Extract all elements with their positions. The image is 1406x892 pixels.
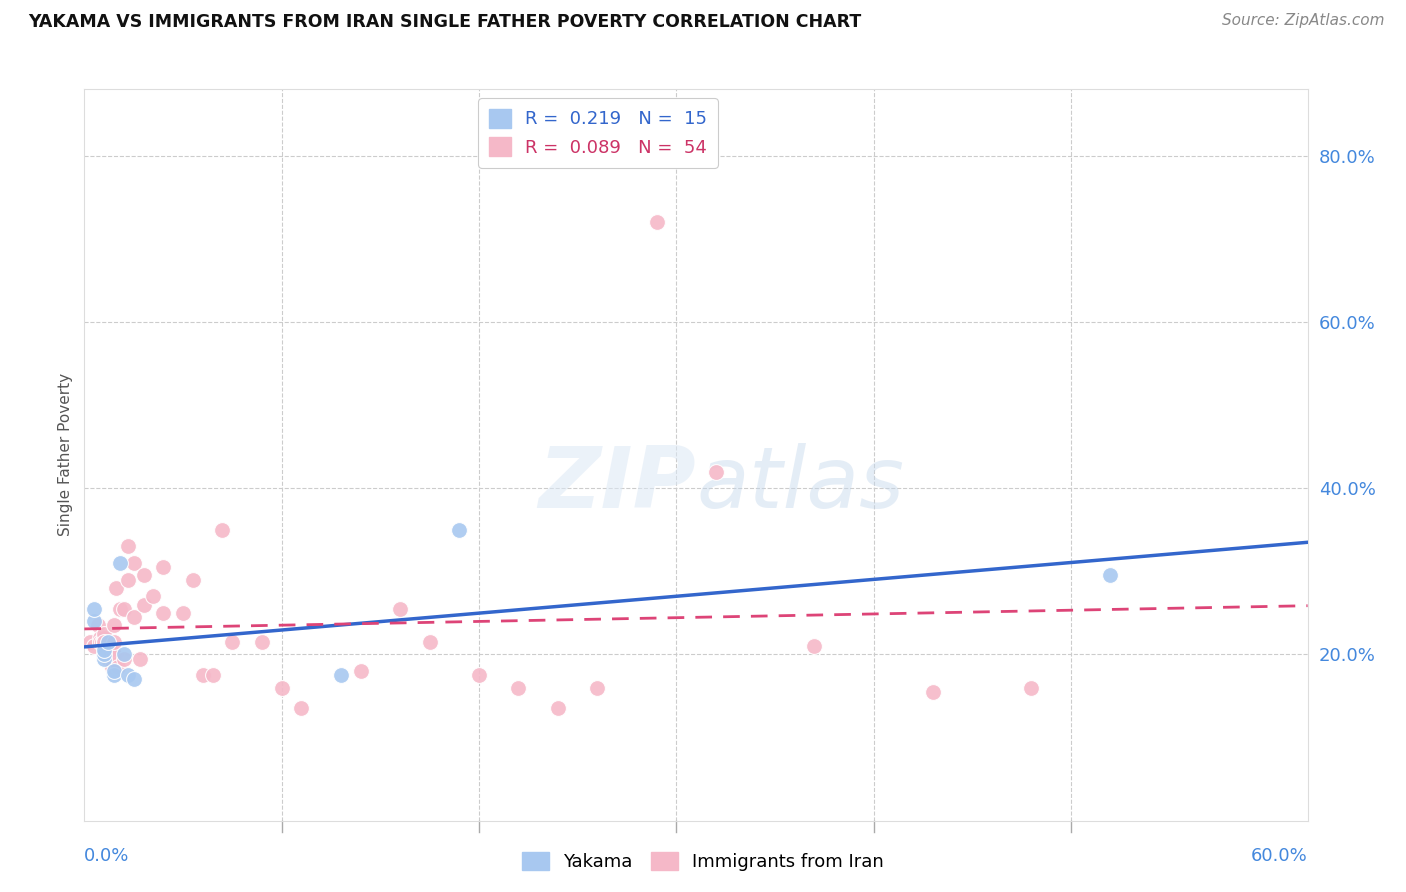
Text: YAKAMA VS IMMIGRANTS FROM IRAN SINGLE FATHER POVERTY CORRELATION CHART: YAKAMA VS IMMIGRANTS FROM IRAN SINGLE FA… <box>28 13 862 31</box>
Point <box>103 635 125 649</box>
Text: 0.0%: 0.0% <box>84 847 129 865</box>
Point <box>93 643 115 657</box>
Point <box>103 668 125 682</box>
Point <box>103 618 125 632</box>
Point <box>93 635 115 649</box>
Point <box>211 523 233 537</box>
Point <box>83 601 105 615</box>
Point <box>107 660 129 674</box>
Point <box>93 626 115 640</box>
Point <box>93 635 115 649</box>
Point <box>645 215 668 229</box>
Point <box>221 635 243 649</box>
Y-axis label: Single Father Poverty: Single Father Poverty <box>58 374 73 536</box>
Text: Source: ZipAtlas.com: Source: ZipAtlas.com <box>1222 13 1385 29</box>
Point <box>98 643 121 657</box>
Point <box>349 664 371 678</box>
Point <box>152 560 174 574</box>
Point <box>93 651 115 665</box>
Point <box>117 539 139 553</box>
Point <box>87 618 110 632</box>
Point <box>83 639 105 653</box>
Point <box>93 648 115 662</box>
Point <box>449 523 471 537</box>
Point <box>108 556 131 570</box>
Legend: R =  0.219   N =  15, R =  0.089   N =  54: R = 0.219 N = 15, R = 0.089 N = 54 <box>478 98 718 168</box>
Point <box>1099 568 1122 582</box>
Point <box>250 635 273 649</box>
Point <box>132 598 155 612</box>
Point <box>97 635 120 649</box>
Point <box>547 701 569 715</box>
Point <box>152 606 174 620</box>
Point <box>108 601 131 615</box>
Point <box>93 631 115 645</box>
Point <box>83 614 105 628</box>
Point <box>172 606 194 620</box>
Point <box>128 651 150 665</box>
Point <box>122 556 145 570</box>
Point <box>468 668 491 682</box>
Point <box>101 660 124 674</box>
Point <box>117 668 139 682</box>
Point <box>79 635 101 649</box>
Point <box>191 668 214 682</box>
Point <box>181 573 204 587</box>
Point <box>201 668 224 682</box>
Point <box>921 685 943 699</box>
Text: atlas: atlas <box>696 442 904 525</box>
Point <box>142 589 165 603</box>
Point <box>98 648 121 662</box>
Point <box>122 610 145 624</box>
Point <box>93 639 115 653</box>
Text: 60.0%: 60.0% <box>1251 847 1308 865</box>
Point <box>1021 681 1043 695</box>
Legend: Yakama, Immigrants from Iran: Yakama, Immigrants from Iran <box>515 845 891 879</box>
Point <box>270 681 292 695</box>
Point <box>586 681 609 695</box>
Point <box>389 601 412 615</box>
Point <box>112 648 135 662</box>
Point <box>803 639 825 653</box>
Point <box>122 673 145 687</box>
Point <box>104 581 127 595</box>
Point <box>419 635 441 649</box>
Point <box>103 664 125 678</box>
Point <box>329 668 352 682</box>
Point <box>103 648 125 662</box>
Point <box>704 465 727 479</box>
Point <box>508 681 530 695</box>
Point <box>91 635 114 649</box>
Point <box>112 651 135 665</box>
Point <box>89 635 111 649</box>
Point <box>290 701 312 715</box>
Point <box>97 651 120 665</box>
Point <box>117 573 139 587</box>
Point <box>89 631 111 645</box>
Point <box>132 568 155 582</box>
Point <box>112 601 135 615</box>
Text: ZIP: ZIP <box>538 442 696 525</box>
